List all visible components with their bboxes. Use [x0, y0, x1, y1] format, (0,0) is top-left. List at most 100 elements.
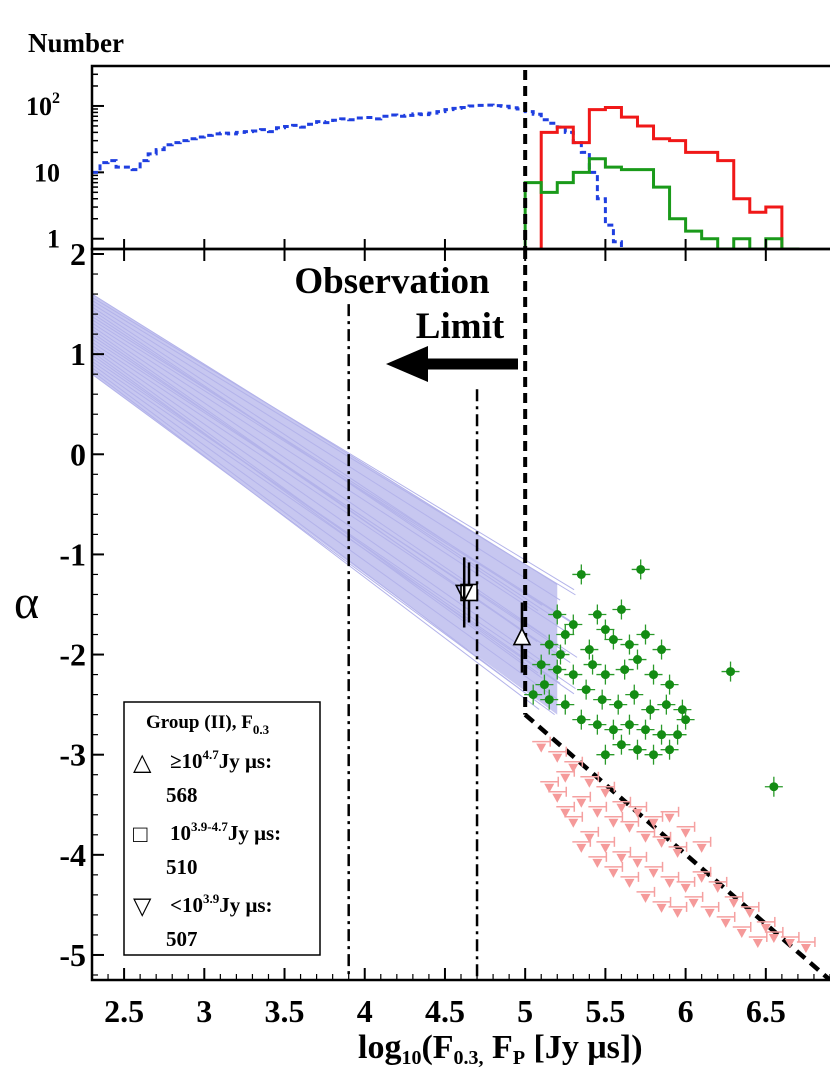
x-label-part3: [Jy μs]) [525, 1029, 642, 1066]
green-point-23 [726, 667, 736, 677]
top-ytick-label-1: 10 [34, 158, 60, 187]
legend-entry-3-prefix: < [170, 893, 182, 917]
legend-entry-1-base: 10 [182, 749, 203, 773]
red-point-12 [640, 833, 651, 843]
red-point-13 [656, 838, 667, 848]
ytick-label-5: -3 [59, 737, 86, 773]
legend-entry-3-count: 507 [166, 927, 198, 951]
band-line-12 [92, 332, 547, 648]
red-point-25 [728, 898, 739, 908]
x-label-sub03: 0.3, [454, 1047, 484, 1069]
green-point-15 [536, 660, 546, 670]
band-line-1 [92, 296, 575, 591]
red-point-35 [624, 878, 635, 888]
legend-square-icon: □ [133, 822, 148, 848]
legend-box [123, 701, 321, 956]
band-line-15 [92, 341, 571, 663]
red-point-16 [584, 833, 595, 843]
red-point-21 [664, 878, 675, 888]
red-point-27 [760, 923, 771, 933]
red-point-23 [696, 873, 707, 883]
green-point-2 [552, 610, 562, 619]
red-point-31 [552, 793, 563, 803]
red-point-2 [568, 763, 579, 773]
ytick-label-2: 0 [70, 436, 86, 472]
ytick-label-3: -1 [59, 536, 86, 572]
band-line-23 [92, 367, 541, 705]
green-point-27 [581, 685, 591, 695]
red-point-30 [800, 943, 811, 953]
green-point-14 [632, 655, 642, 665]
xtick-label-3: 4 [357, 993, 373, 1029]
top-ytick-sup-2: 2 [52, 90, 60, 107]
green-point-45 [665, 745, 675, 755]
green-point-36 [592, 720, 602, 730]
green-point-33 [677, 705, 687, 715]
red-point-14 [672, 848, 683, 858]
red-point-17 [600, 843, 611, 853]
green-point-39 [641, 725, 650, 735]
group-points [454, 557, 532, 673]
red-point-11 [624, 823, 635, 833]
legend-entry-2: 103.9-4.7Jy μs: [170, 819, 281, 845]
annotation-observation: Observation [294, 261, 490, 302]
red-point-4 [600, 788, 611, 798]
red-point-47 [664, 813, 675, 823]
legend-entry-1-prefix: ≥ [170, 749, 182, 773]
green-point-25 [544, 695, 554, 705]
band-line-16 [92, 344, 552, 669]
band-line-24 [92, 370, 540, 710]
red-point-34 [608, 868, 619, 878]
legend-entry-1-exp: 4.7 [203, 747, 220, 762]
red-point-37 [656, 903, 667, 913]
red-point-33 [592, 858, 603, 868]
legend-entry-2-base: 10 [170, 821, 191, 845]
green-point-19 [600, 670, 610, 680]
green-point-43 [632, 745, 642, 755]
legend-entry-3-unit: Jy μs: [219, 893, 272, 917]
red-point-10 [608, 818, 619, 828]
annotation-limit: Limit [416, 306, 505, 347]
green-point-37 [608, 725, 618, 735]
top-ytick-label-0: 1 [47, 225, 60, 254]
legend-entry-2-count: 510 [166, 855, 198, 879]
band-line-8 [92, 319, 578, 627]
green-point-3 [568, 620, 578, 630]
band-line-18 [92, 351, 543, 679]
x-label-log: log [358, 1029, 401, 1066]
red-point-29 [784, 938, 795, 948]
x-label-part1: (F [421, 1029, 453, 1066]
red-point-42 [736, 928, 747, 938]
red-point-45 [632, 808, 643, 818]
green-point-34 [681, 715, 691, 725]
band-line-2 [92, 300, 576, 596]
red-point-8 [576, 798, 587, 808]
green-point-40 [657, 730, 667, 740]
green-point-48 [539, 680, 549, 690]
green-points [524, 559, 783, 797]
red-point-49 [696, 843, 707, 853]
green-point-47 [769, 782, 779, 792]
green-point-6 [616, 604, 626, 614]
top-axis-group: 1 10 102 [26, 73, 104, 254]
red-point-15 [568, 818, 579, 828]
legend-title: Group (II), F0.3 [146, 712, 270, 737]
red-point-7 [560, 773, 571, 783]
ytick-label-0: 2 [70, 236, 86, 272]
green-point-22 [665, 680, 675, 690]
x-label-subP: P [513, 1047, 525, 1069]
ytick-label-7: -5 [59, 937, 86, 973]
red-point-6 [544, 783, 555, 793]
top-panel-frame [90, 64, 830, 251]
legend-triangle-down-icon: ▽ [133, 894, 152, 920]
legend-title-sub: 0.3 [253, 722, 270, 737]
red-point-41 [720, 918, 731, 928]
green-point-8 [544, 640, 554, 650]
top-ytick-label-2: 102 [26, 90, 60, 121]
xtick-label-1: 3 [196, 993, 212, 1029]
band-region [92, 293, 578, 716]
band-line-3 [92, 303, 561, 601]
green-point-16 [552, 665, 562, 675]
